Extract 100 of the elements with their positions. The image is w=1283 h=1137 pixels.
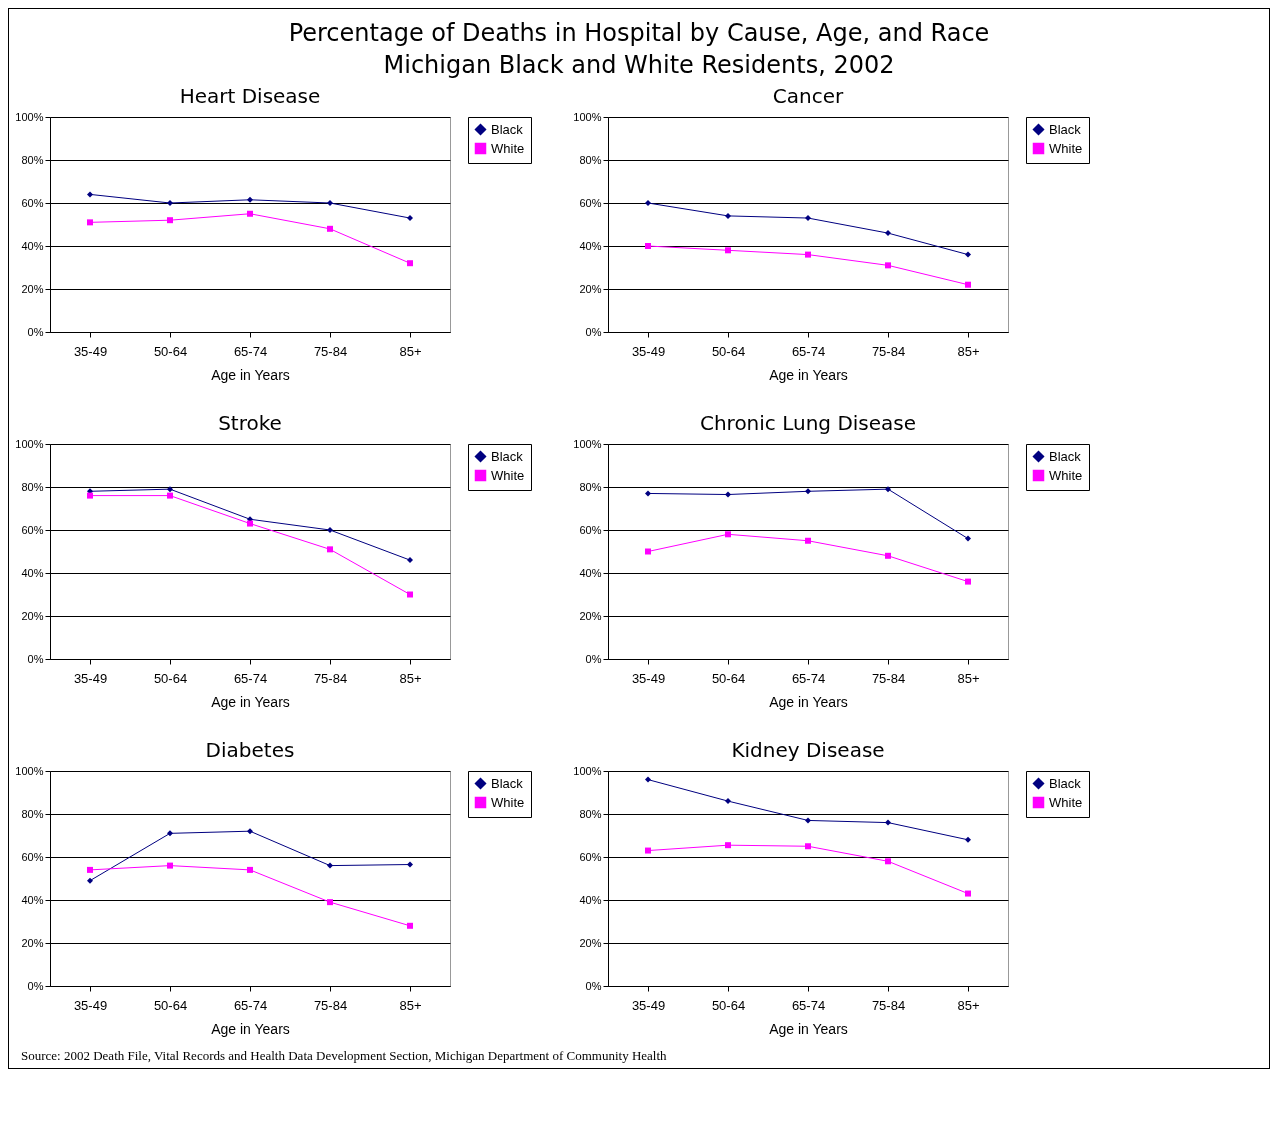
legend-label: White <box>491 140 525 156</box>
y-tick-label: 20% <box>579 609 602 622</box>
point <box>725 491 731 498</box>
x-tick-label: 85+ <box>399 670 422 686</box>
chart-title: Stroke <box>218 411 282 435</box>
text: Michigan Black and White Residents, 2002 <box>382 50 896 81</box>
point <box>965 578 971 585</box>
legend-label: White <box>1049 467 1083 483</box>
legend-label: White <box>1049 140 1083 156</box>
point <box>645 847 651 854</box>
y-tick-label: 40% <box>579 893 602 906</box>
legend-label: Black <box>1049 121 1082 137</box>
y-tick-label: 40% <box>579 239 602 252</box>
x-tick-label: 35-49 <box>73 670 108 686</box>
x-tick-label: 65-74 <box>233 670 268 686</box>
y-tick-label: 20% <box>21 609 44 622</box>
x-axis-title: Age in Years <box>769 693 848 710</box>
text: Percentage of Deaths in Hospital by Cause, Age, and Race <box>287 18 991 49</box>
point <box>247 828 253 835</box>
point <box>645 200 651 206</box>
point <box>87 219 93 226</box>
y-tick-label: 80% <box>579 153 602 166</box>
y-tick-label: 40% <box>579 566 602 579</box>
x-tick-label: 75-84 <box>871 670 906 686</box>
point <box>645 243 651 249</box>
point <box>965 836 971 843</box>
point <box>167 492 173 499</box>
y-tick-label: 100% <box>15 110 44 123</box>
point <box>805 843 811 850</box>
point <box>407 260 413 267</box>
y-tick-label: 0% <box>585 325 602 338</box>
x-tick-label: 35-49 <box>73 343 108 359</box>
y-tick-label: 60% <box>579 523 602 536</box>
legend-label: Black <box>491 775 524 791</box>
point <box>87 866 93 873</box>
x-tick-label: 75-84 <box>313 997 348 1013</box>
point <box>885 230 891 237</box>
x-tick-label: 85+ <box>399 997 422 1013</box>
legend-label: White <box>1049 794 1083 810</box>
point <box>87 492 93 499</box>
point <box>725 798 731 805</box>
point <box>87 191 93 198</box>
y-tick-label: 0% <box>27 652 44 665</box>
x-tick-label: 35-49 <box>73 997 108 1013</box>
x-tick-label: 50-64 <box>153 997 188 1013</box>
point <box>247 866 253 873</box>
point <box>247 210 253 217</box>
point <box>805 537 811 544</box>
point <box>167 830 173 837</box>
point <box>885 552 891 559</box>
point <box>725 842 731 849</box>
point <box>247 196 253 203</box>
y-tick-label: 60% <box>579 196 602 209</box>
y-tick-label: 100% <box>15 437 44 450</box>
y-tick-label: 40% <box>21 566 44 579</box>
y-tick-label: 40% <box>21 893 44 906</box>
point <box>965 535 971 542</box>
x-tick-label: 85+ <box>399 343 422 359</box>
point <box>327 899 333 906</box>
x-tick-label: 35-49 <box>631 997 666 1013</box>
point <box>645 776 651 783</box>
legend-label: Black <box>1049 448 1082 464</box>
point <box>965 890 971 897</box>
legend-label: White <box>491 467 525 483</box>
point <box>885 486 891 493</box>
source-note: Source: 2002 Death File, Vital Records and Health Data Development Section, Michigan Department of Community Health <box>21 1048 668 1064</box>
x-tick-label: 85+ <box>957 997 980 1013</box>
x-tick-label: 50-64 <box>153 343 188 359</box>
y-tick-label: 60% <box>579 850 602 863</box>
point <box>167 200 173 206</box>
point <box>327 862 333 869</box>
y-tick-label: 100% <box>573 764 602 777</box>
y-tick-label: 0% <box>27 979 44 992</box>
point <box>805 488 811 495</box>
x-axis-title: Age in Years <box>211 693 290 710</box>
y-tick-label: 0% <box>585 652 602 665</box>
x-tick-label: 75-84 <box>871 997 906 1013</box>
y-tick-label: 80% <box>21 480 44 493</box>
point <box>327 200 333 206</box>
legend-label: Black <box>1049 775 1082 791</box>
y-tick-label: 20% <box>579 282 602 295</box>
point <box>167 486 173 493</box>
y-tick-label: 100% <box>15 764 44 777</box>
point <box>805 817 811 824</box>
chart-title: Kidney Disease <box>731 738 885 762</box>
y-tick-label: 60% <box>21 850 44 863</box>
chart-title: Cancer <box>772 84 844 108</box>
point <box>725 212 731 219</box>
x-tick-label: 65-74 <box>791 997 826 1013</box>
point <box>247 520 253 527</box>
y-tick-label: 20% <box>21 936 44 949</box>
x-tick-label: 75-84 <box>871 343 906 359</box>
point <box>327 225 333 232</box>
y-tick-label: 0% <box>585 979 602 992</box>
x-axis-title: Age in Years <box>769 1020 848 1037</box>
chart-title: Diabetes <box>205 738 295 762</box>
point <box>407 591 413 598</box>
y-tick-label: 100% <box>573 437 602 450</box>
y-tick-label: 60% <box>21 196 44 209</box>
point <box>327 546 333 553</box>
